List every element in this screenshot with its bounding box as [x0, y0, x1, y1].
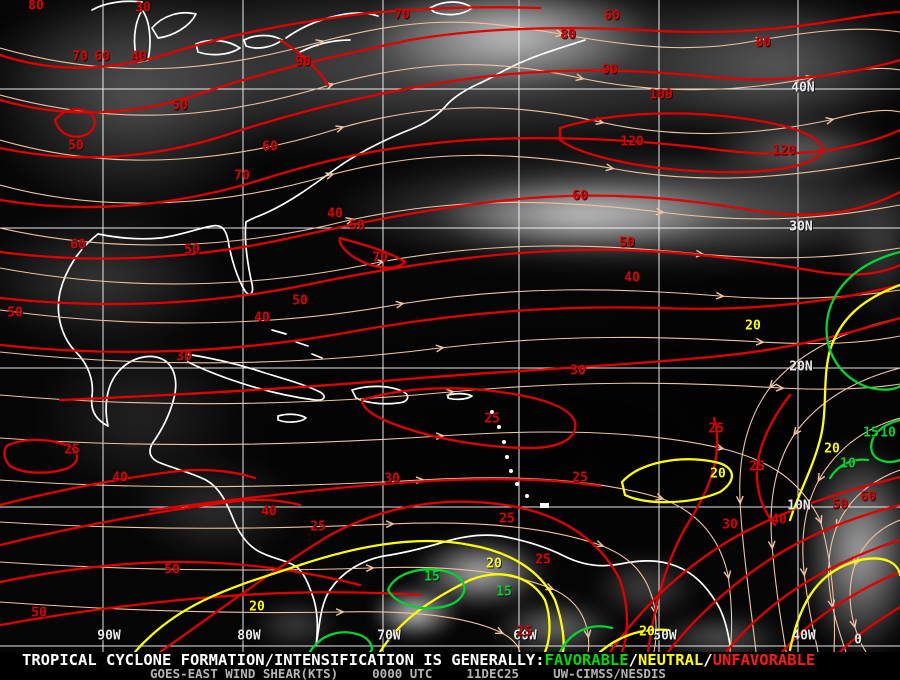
cloud-blob	[0, 210, 230, 350]
contour-label: 50	[164, 562, 180, 578]
data-source: UW-CIMSS/NESDIS	[553, 666, 666, 680]
credit-line: GOES-EAST WIND SHEAR(KTS) 0000 UTC 11DEC25…	[150, 667, 666, 680]
longitude-label: 50W	[653, 628, 677, 644]
contour-label: 15	[424, 569, 440, 585]
contour-label: 70	[394, 7, 410, 23]
latitude-label: 0	[854, 632, 862, 648]
contour-label: 50	[619, 235, 635, 251]
valid-time: 0000 UTC	[372, 666, 433, 680]
contour-label: 100	[649, 87, 673, 103]
contour-label: 25	[516, 624, 532, 640]
contour-label: 90	[602, 62, 618, 78]
longitude-label: 90W	[97, 628, 121, 644]
unfavorable-label: UNFAVORABLE	[712, 651, 816, 669]
latlon-grid	[0, 0, 900, 652]
shear-contours-red	[0, 6, 900, 652]
contour-label: 30	[135, 0, 151, 16]
contour-label: 50	[31, 605, 47, 621]
status-bar: TROPICAL CYCLONE FORMATION/INTENSIFICATI…	[0, 652, 900, 680]
contour-label: 120	[620, 134, 644, 150]
latitude-label: 30N	[789, 219, 813, 235]
longitude-label: 70W	[377, 628, 401, 644]
contour-label: 25	[708, 421, 724, 437]
contour-label: 60	[860, 489, 876, 505]
contour-label: 80	[560, 27, 576, 43]
contour-label: 70	[72, 49, 88, 65]
contour-label: 50	[184, 242, 200, 258]
contour-label: 25	[749, 459, 765, 475]
contour-label: 70	[234, 168, 250, 184]
contour-label: 40	[327, 206, 343, 222]
contour-label: 25	[484, 411, 500, 427]
contour-label: 60	[262, 139, 278, 155]
map-overlay	[0, 0, 900, 652]
contour-label: 20	[486, 556, 502, 572]
satellite-map: 90W 80W 70W 60W 50W 40W 40N 30N 20N 10N 0 80 30 70 60 4…	[0, 0, 900, 652]
cloud-blob	[250, 600, 340, 650]
favorable-label: FAVORABLE	[544, 651, 629, 669]
latitude-label: 10N	[787, 498, 811, 514]
longitude-label: 60W	[513, 628, 537, 644]
contour-label: 25	[535, 552, 551, 568]
contour-label: 80	[28, 0, 44, 14]
product-name: GOES-EAST WIND SHEAR(KTS)	[150, 666, 339, 680]
contour-label: 60	[94, 49, 110, 65]
contour-label: 30	[570, 363, 586, 379]
contour-label: 50	[7, 305, 23, 321]
contour-label: 20	[824, 441, 840, 457]
contour-label: 20	[710, 466, 726, 482]
longitude-label: 40W	[792, 628, 816, 644]
contour-label: 10	[880, 425, 896, 441]
contour-label: 15	[863, 425, 879, 441]
contour-label: 30	[722, 517, 738, 533]
contour-label: 25	[572, 470, 588, 486]
contour-label: 40	[112, 470, 128, 486]
contour-label: 10	[840, 456, 856, 472]
contour-label: 50	[172, 98, 188, 114]
contour-label: 60	[604, 8, 620, 24]
contour-label: 50	[292, 293, 308, 309]
contour-label: 20	[639, 624, 655, 640]
contour-label: 70	[372, 250, 388, 266]
shear-contours-green	[308, 250, 900, 652]
separator: /	[703, 651, 713, 669]
contour-label: 40	[131, 49, 147, 65]
contour-label: 30	[176, 349, 192, 365]
contour-label: 40	[771, 512, 787, 528]
contour-label: 40	[624, 270, 640, 286]
contour-label: 30	[384, 471, 400, 487]
contour-label: 25	[310, 519, 326, 535]
contour-label: 20	[249, 599, 265, 615]
latitude-label: 20N	[789, 359, 813, 375]
headline: TROPICAL CYCLONE FORMATION/INTENSIFICATI…	[22, 652, 815, 668]
valid-date: 11DEC25	[466, 666, 520, 680]
contour-label: 15	[496, 584, 512, 600]
contour-label: 20	[745, 318, 761, 334]
shear-contours-yellow	[133, 283, 900, 652]
longitude-label: 80W	[237, 628, 261, 644]
headline-prefix: TROPICAL CYCLONE FORMATION/INTENSIFICATI…	[22, 651, 545, 669]
contour-label: 40	[261, 504, 277, 520]
contour-label: 60	[70, 237, 86, 253]
contour-label: 120	[772, 143, 796, 159]
latitude-label: 40N	[791, 80, 815, 96]
contour-label: 60	[572, 188, 588, 204]
contour-label: 50	[68, 138, 84, 154]
contour-label: 80	[755, 35, 771, 51]
neutral-label: NEUTRAL	[637, 651, 704, 669]
streamlines-layer	[0, 21, 900, 652]
contour-label: 25	[64, 442, 80, 458]
contour-label: 40	[254, 310, 270, 326]
separator: /	[628, 651, 638, 669]
contour-label: 25	[499, 511, 515, 527]
contour-label: 50	[349, 218, 365, 234]
contour-label: 50	[832, 497, 848, 513]
contour-label: 90	[295, 54, 311, 70]
